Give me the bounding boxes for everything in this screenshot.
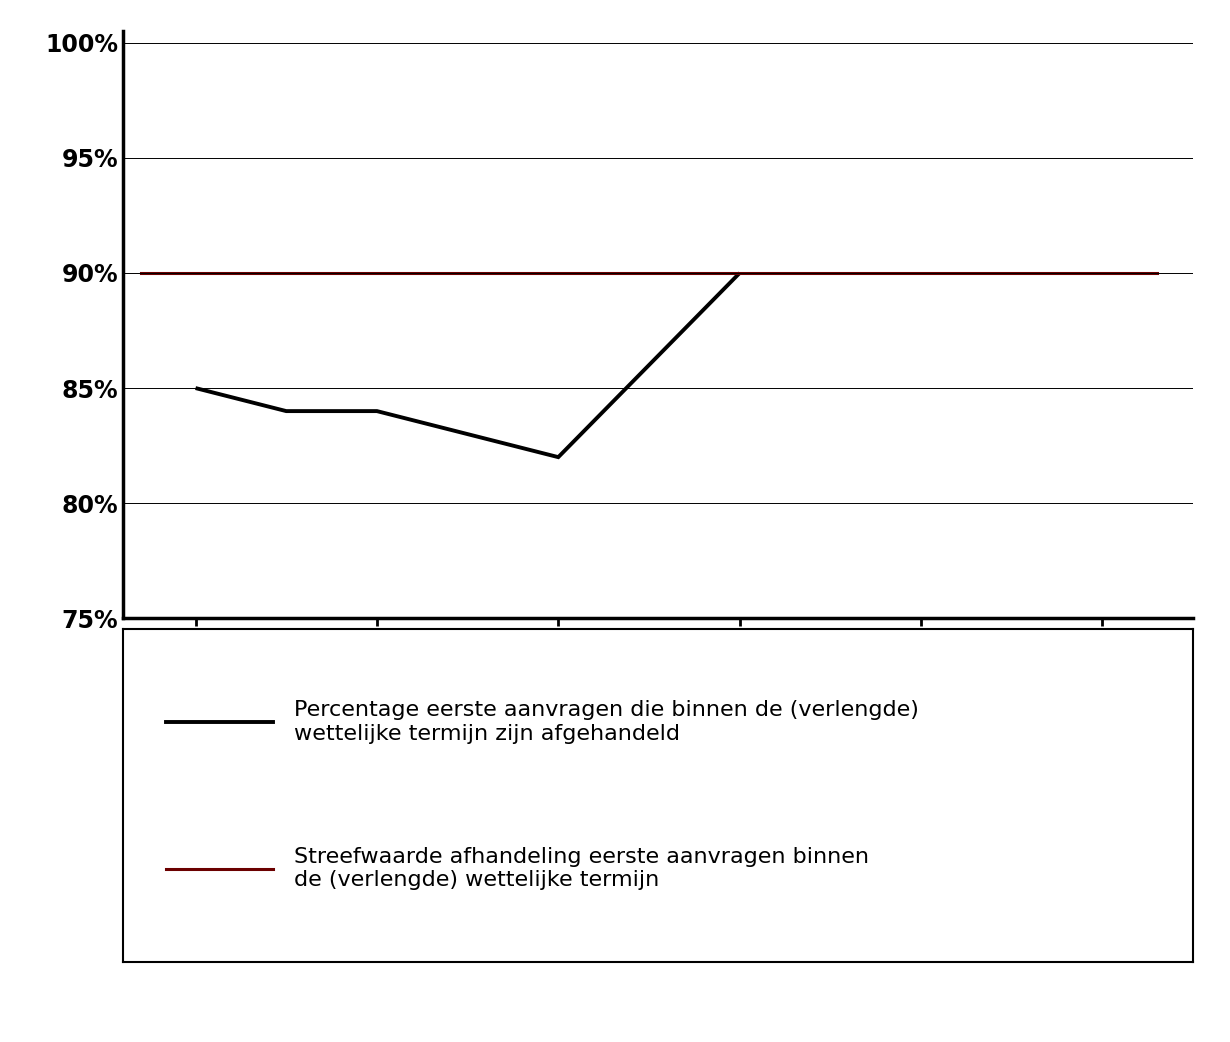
- Text: Percentage eerste aanvragen die binnen de (verlengde)
wettelijke termijn zijn af: Percentage eerste aanvragen die binnen d…: [294, 700, 919, 744]
- Text: Streefwaarde afhandeling eerste aanvragen binnen
de (verlengde) wettelijke termi: Streefwaarde afhandeling eerste aanvrage…: [294, 847, 870, 890]
